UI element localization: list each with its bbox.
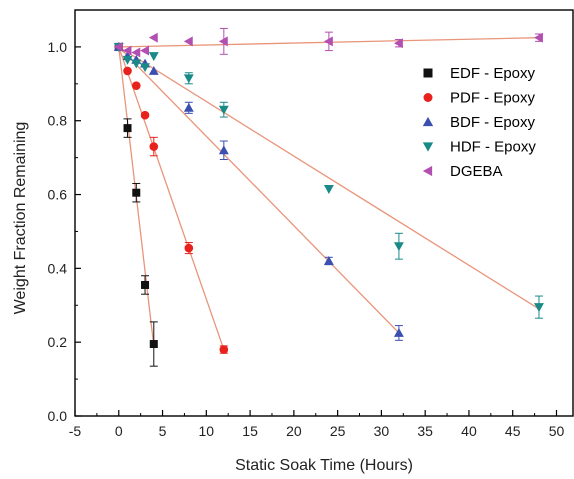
data-point <box>148 65 159 75</box>
y-tick-label: 0.4 <box>48 260 68 276</box>
fit-line <box>118 46 225 350</box>
data-point <box>423 93 433 102</box>
y-axis: 0.0 0.2 0.4 0.6 0.8 1.0 <box>48 9 81 424</box>
legend-label: DGEBA <box>450 163 503 180</box>
data-point <box>323 36 333 47</box>
x-axis: -5 0 5 10 15 20 25 30 35 40 45 50 <box>69 410 565 439</box>
data-point <box>422 142 434 152</box>
fit-line <box>118 46 400 334</box>
legend-label: PDF - Epoxy <box>450 90 536 107</box>
x-tick-label: 25 <box>330 423 346 439</box>
data-point <box>219 345 229 354</box>
data-point <box>393 328 404 337</box>
data-point <box>122 55 133 65</box>
data-point <box>184 243 194 253</box>
x-tick-label: 40 <box>461 423 477 439</box>
data-point <box>140 45 149 56</box>
data-point <box>141 280 150 289</box>
data-markers <box>113 32 544 354</box>
data-point <box>323 185 334 194</box>
data-point <box>113 41 123 52</box>
data-point <box>183 102 194 112</box>
y-axis-label: Weight Fraction Remaining <box>12 122 29 315</box>
data-point <box>393 242 404 252</box>
data-point <box>149 340 158 349</box>
x-axis-label: Static Soak Time (Hours) <box>235 457 413 474</box>
x-tick-label: 20 <box>286 423 302 439</box>
y-tick-label: 0.8 <box>48 113 68 129</box>
data-point <box>218 105 229 115</box>
legend-label: EDF - Epoxy <box>450 65 536 82</box>
fit-line <box>118 46 540 310</box>
x-tick-label: 45 <box>505 423 521 439</box>
y-tick-label: 0.2 <box>48 334 68 350</box>
data-point <box>132 188 141 197</box>
x-tick-label: 30 <box>374 423 390 439</box>
data-point <box>393 38 403 49</box>
x-tick-label: 15 <box>242 423 258 439</box>
legend-label: HDF - Epoxy <box>450 139 536 156</box>
data-point <box>422 165 433 177</box>
data-point <box>534 32 543 43</box>
data-point <box>534 303 544 313</box>
legend-label: BDF - Epoxy <box>450 114 536 131</box>
y-tick-label: 0.0 <box>48 408 68 424</box>
y-tick-label: 1.0 <box>48 39 68 55</box>
data-point <box>183 74 194 84</box>
data-point <box>422 116 434 127</box>
data-point <box>423 68 433 78</box>
data-point <box>131 47 141 58</box>
data-point <box>123 124 132 133</box>
data-point <box>218 145 229 155</box>
x-tick-label: 5 <box>159 423 167 439</box>
data-point <box>140 63 150 73</box>
data-point <box>183 36 193 47</box>
x-tick-label: 50 <box>549 423 565 439</box>
data-point <box>148 52 159 62</box>
legend: EDF - Epoxy PDF - Epoxy BDF - Epoxy HDF - E… <box>422 65 536 180</box>
data-point <box>140 110 150 120</box>
data-point <box>149 142 159 151</box>
data-point <box>148 32 158 43</box>
x-tick-label: 10 <box>199 423 215 439</box>
x-tick-label: 0 <box>115 423 123 439</box>
data-point <box>131 81 141 90</box>
data-point <box>218 36 228 47</box>
data-point <box>123 66 132 76</box>
x-tick-label: 35 <box>417 423 433 439</box>
data-point <box>122 45 132 56</box>
y-tick-label: 0.6 <box>48 187 68 203</box>
x-tick-label: -5 <box>69 423 82 439</box>
plot-frame <box>74 9 574 417</box>
data-point <box>131 59 142 69</box>
data-point <box>323 256 334 265</box>
